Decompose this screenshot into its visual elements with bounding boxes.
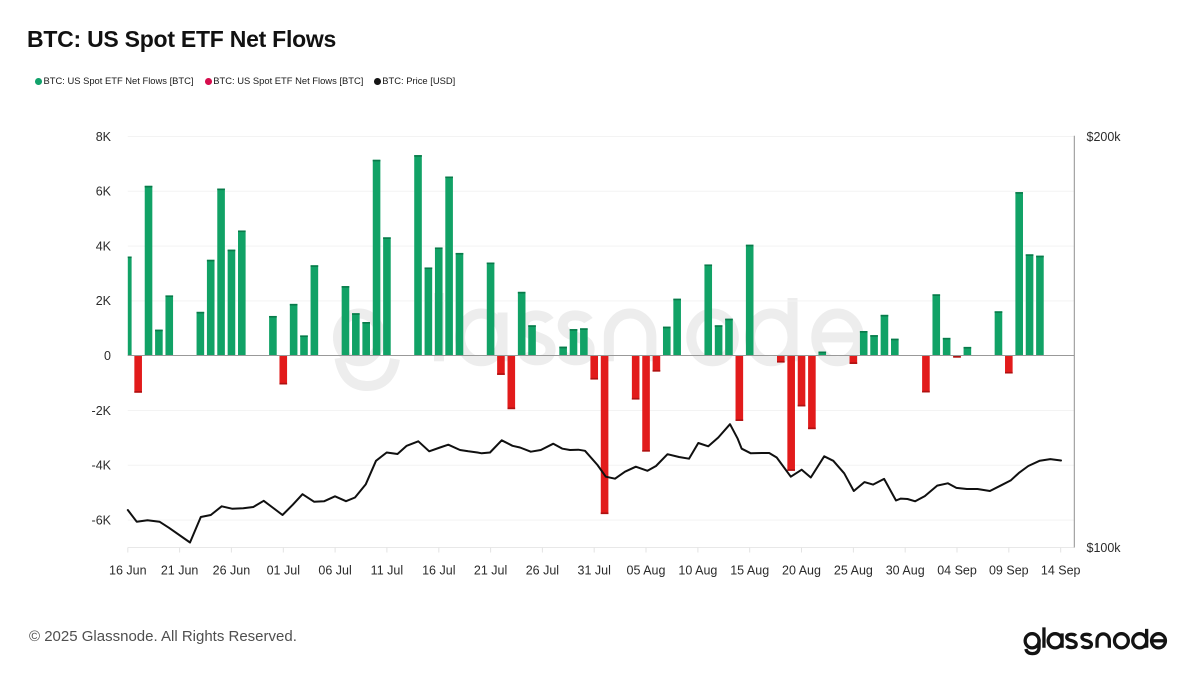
svg-text:20 Aug: 20 Aug <box>782 564 821 578</box>
svg-text:2K: 2K <box>96 294 112 308</box>
svg-text:11 Jul: 11 Jul <box>371 564 403 578</box>
svg-text:6K: 6K <box>96 185 112 199</box>
svg-text:04 Sep: 04 Sep <box>937 564 977 578</box>
svg-text:-2K: -2K <box>92 404 112 418</box>
svg-text:15 Aug: 15 Aug <box>730 564 769 578</box>
svg-text:$100k: $100k <box>1087 541 1122 555</box>
svg-text:10 Aug: 10 Aug <box>678 564 717 578</box>
svg-text:01 Jul: 01 Jul <box>267 564 300 578</box>
svg-text:26 Jul: 26 Jul <box>526 564 559 578</box>
svg-text:21 Jun: 21 Jun <box>161 564 199 578</box>
svg-text:09 Sep: 09 Sep <box>989 564 1029 578</box>
svg-text:31 Jul: 31 Jul <box>578 564 611 578</box>
svg-text:16 Jul: 16 Jul <box>422 564 455 578</box>
svg-text:4K: 4K <box>96 239 112 253</box>
svg-text:25 Aug: 25 Aug <box>834 564 873 578</box>
svg-text:-4K: -4K <box>92 459 112 473</box>
svg-text:14 Sep: 14 Sep <box>1041 564 1081 578</box>
svg-text:8K: 8K <box>96 130 112 144</box>
svg-text:$200k: $200k <box>1087 130 1122 144</box>
svg-text:16 Jun: 16 Jun <box>109 564 147 578</box>
svg-text:30 Aug: 30 Aug <box>886 564 925 578</box>
svg-text:06 Jul: 06 Jul <box>318 564 351 578</box>
svg-text:-6K: -6K <box>92 513 112 527</box>
svg-text:26 Jun: 26 Jun <box>213 564 251 578</box>
svg-text:0: 0 <box>104 349 111 363</box>
svg-text:21 Jul: 21 Jul <box>474 564 507 578</box>
svg-text:05 Aug: 05 Aug <box>627 564 666 578</box>
